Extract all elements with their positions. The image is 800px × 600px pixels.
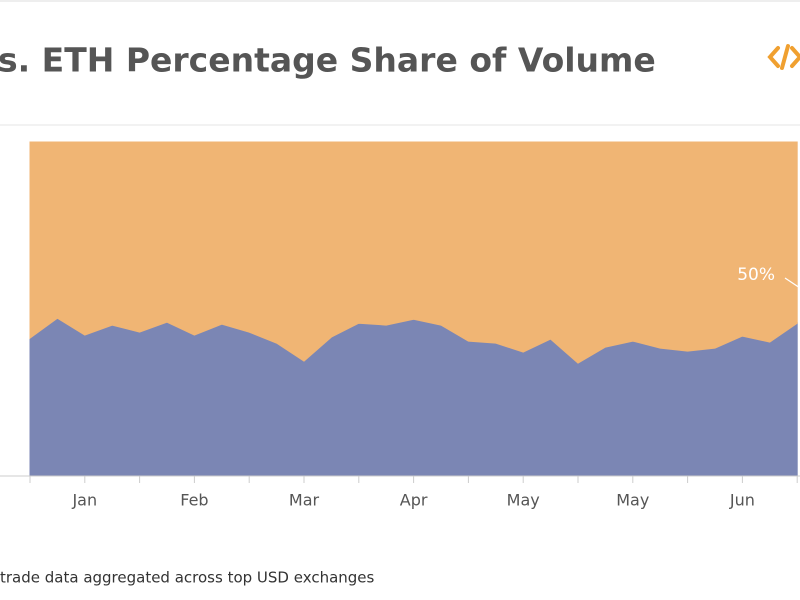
area (29, 141, 798, 364)
x-tick-label: Feb (180, 491, 208, 510)
footer-note: trade data aggregated across top USD exc… (0, 569, 375, 587)
x-tick-label: Apr (400, 491, 428, 510)
x-tick-label: Mar (289, 491, 320, 510)
x-tick-label: Jan (71, 491, 97, 510)
logo-icon (767, 44, 800, 70)
annotation-line (784, 277, 800, 289)
annotation: 50% (737, 265, 775, 285)
x-tick-label: May (507, 491, 540, 510)
x-tick-label: Jun (729, 491, 755, 510)
chart-title: s. ETH Percentage Share of Volume (0, 41, 656, 80)
x-tick-label: May (616, 491, 649, 510)
